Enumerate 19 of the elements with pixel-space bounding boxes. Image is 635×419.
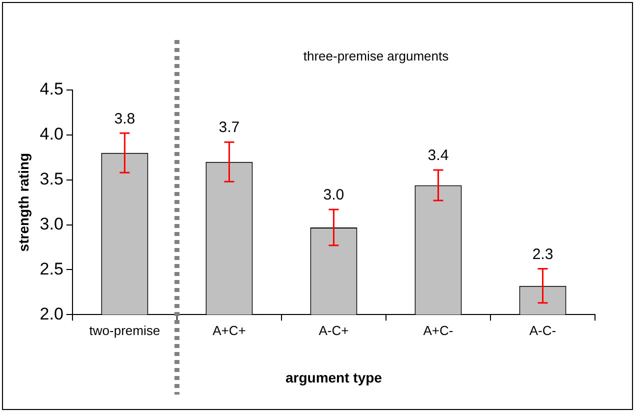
x-tick-label: two-premise xyxy=(89,322,160,338)
x-tick-label: A+C- xyxy=(423,322,454,338)
x-tick-label: A+C+ xyxy=(212,322,246,338)
y-tick-label: 2.0 xyxy=(40,304,64,324)
y-tick-label: 3.5 xyxy=(40,170,64,189)
text: three-premise arguments xyxy=(303,48,450,64)
x-tick-label: A-C+ xyxy=(318,322,349,338)
x-tick-label: A-C- xyxy=(529,322,556,338)
data-label: 3.7 xyxy=(218,119,240,136)
y-tick-label: 3.0 xyxy=(40,214,64,234)
data-label: 3.0 xyxy=(323,186,344,204)
data-label: 3.8 xyxy=(114,110,136,128)
data-label: 2.3 xyxy=(532,246,554,263)
x-axis-title: argument type xyxy=(285,369,382,386)
y-axis-title: strength rating xyxy=(15,152,32,252)
y-tick-label: 2.5 xyxy=(40,259,64,278)
data-label: 3.4 xyxy=(428,147,449,164)
y-tick-label: 4.5 xyxy=(40,80,64,99)
y-tick-label: 4.0 xyxy=(40,124,64,144)
